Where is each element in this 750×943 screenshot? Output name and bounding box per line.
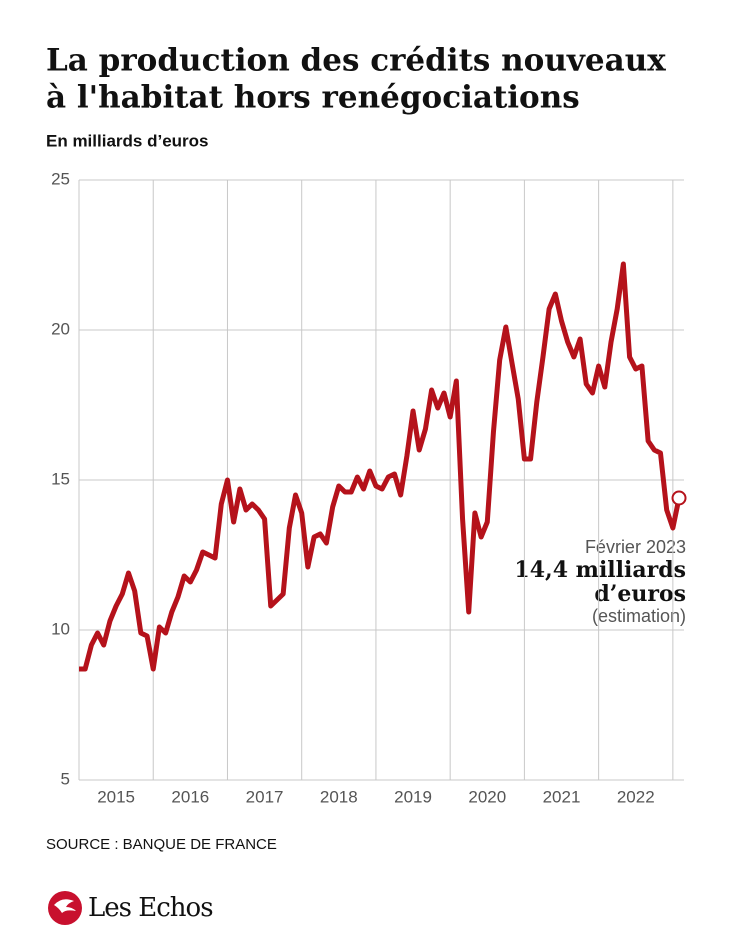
chart-title: La production des crédits nouveaux bbox=[46, 43, 666, 79]
chart-title: à l'habitat hors renégociations bbox=[46, 80, 580, 116]
x-tick-label: 2022 bbox=[617, 787, 655, 806]
logo-bird bbox=[54, 899, 76, 913]
x-tick-label: 2017 bbox=[246, 787, 284, 806]
y-tick-label: 20 bbox=[51, 319, 70, 338]
last-point bbox=[671, 490, 687, 506]
annotation: Février 2023 bbox=[585, 537, 686, 557]
y-tick-label: 15 bbox=[51, 469, 70, 488]
y-tick-label: 10 bbox=[51, 619, 70, 638]
source: SOURCE : BANQUE DE FRANCE bbox=[46, 836, 277, 853]
x-tick-label: 2020 bbox=[468, 787, 506, 806]
x-tick-label: 2015 bbox=[97, 787, 135, 806]
data-line bbox=[79, 261, 682, 672]
x-tick-label: 2018 bbox=[320, 787, 358, 806]
x-tick-label: 2019 bbox=[394, 787, 432, 806]
x-tick-label: 2021 bbox=[543, 787, 581, 806]
annotation: d’euros bbox=[594, 581, 686, 607]
logo-text: Les Echos bbox=[88, 893, 213, 923]
x-tick-label: 2016 bbox=[171, 787, 209, 806]
y-tick-label: 25 bbox=[51, 169, 70, 188]
subtitle: En milliards d’euros bbox=[46, 131, 209, 150]
y-tick-label: 5 bbox=[61, 769, 70, 788]
annotation: (estimation) bbox=[592, 606, 686, 626]
annotation: 14,4 milliards bbox=[514, 557, 686, 583]
